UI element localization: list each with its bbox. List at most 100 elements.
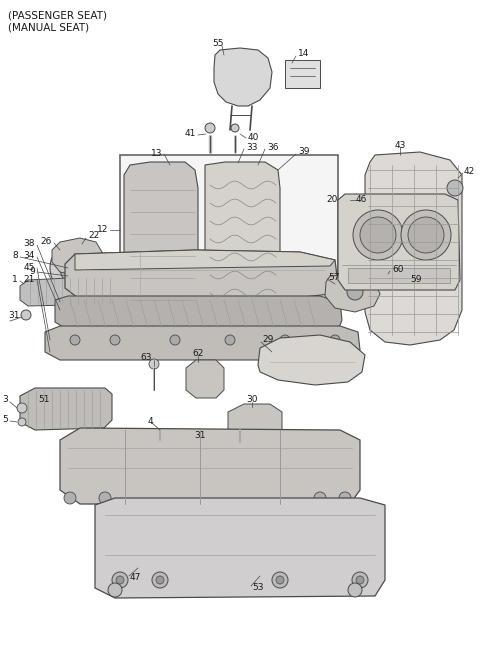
Polygon shape — [45, 326, 360, 360]
Text: 36: 36 — [267, 144, 278, 152]
Text: 31: 31 — [194, 432, 206, 440]
Polygon shape — [124, 162, 198, 345]
Circle shape — [339, 492, 351, 504]
Text: 60: 60 — [392, 266, 404, 274]
Text: 34: 34 — [24, 251, 35, 260]
Circle shape — [356, 576, 364, 584]
Circle shape — [112, 572, 128, 588]
Text: 13: 13 — [151, 148, 162, 157]
Polygon shape — [228, 404, 282, 440]
Text: 33: 33 — [246, 144, 257, 152]
Text: 53: 53 — [252, 583, 264, 592]
Circle shape — [60, 250, 96, 286]
Circle shape — [99, 492, 111, 504]
Text: 47: 47 — [130, 573, 142, 583]
Circle shape — [408, 217, 444, 253]
Polygon shape — [205, 162, 280, 330]
Circle shape — [50, 240, 106, 296]
Circle shape — [18, 418, 26, 426]
Circle shape — [314, 492, 326, 504]
Circle shape — [250, 315, 260, 325]
Circle shape — [110, 335, 120, 345]
Circle shape — [152, 572, 168, 588]
Circle shape — [141, 334, 149, 342]
Text: 62: 62 — [192, 350, 204, 358]
Circle shape — [225, 335, 235, 345]
Circle shape — [280, 335, 290, 345]
Circle shape — [137, 330, 153, 346]
Text: (MANUAL SEAT): (MANUAL SEAT) — [8, 22, 89, 32]
Circle shape — [116, 576, 124, 584]
Circle shape — [70, 335, 80, 345]
Circle shape — [276, 576, 284, 584]
Polygon shape — [20, 276, 118, 306]
Text: 9: 9 — [29, 268, 35, 276]
Circle shape — [447, 180, 463, 196]
Text: 31: 31 — [8, 312, 20, 321]
Text: 63: 63 — [141, 354, 152, 363]
Text: 59: 59 — [410, 276, 421, 285]
Text: 12: 12 — [96, 226, 108, 234]
Text: 20: 20 — [326, 195, 338, 205]
Circle shape — [21, 310, 31, 320]
Polygon shape — [214, 48, 272, 106]
Circle shape — [404, 278, 412, 286]
Circle shape — [70, 260, 86, 276]
Circle shape — [108, 583, 122, 597]
Circle shape — [17, 403, 27, 413]
Text: 21: 21 — [24, 276, 35, 285]
Text: 4: 4 — [147, 417, 153, 426]
Circle shape — [149, 359, 159, 369]
Bar — [285, 60, 320, 88]
Text: 30: 30 — [246, 396, 258, 405]
Text: 46: 46 — [356, 195, 367, 205]
Polygon shape — [95, 498, 385, 598]
Bar — [348, 268, 450, 283]
Text: 14: 14 — [298, 49, 310, 58]
Circle shape — [245, 310, 265, 330]
Circle shape — [352, 572, 368, 588]
Text: 39: 39 — [298, 148, 310, 157]
Polygon shape — [60, 428, 360, 504]
Circle shape — [156, 576, 164, 584]
Circle shape — [330, 335, 340, 345]
Polygon shape — [52, 238, 102, 275]
Text: 40: 40 — [248, 134, 259, 142]
Circle shape — [272, 572, 288, 588]
Text: 29: 29 — [262, 335, 274, 344]
Bar — [192, 440, 220, 460]
Text: 45: 45 — [24, 264, 35, 272]
Text: 43: 43 — [394, 140, 406, 150]
Polygon shape — [325, 274, 380, 312]
Circle shape — [231, 124, 239, 132]
Text: 22: 22 — [88, 232, 99, 241]
Bar — [120, 155, 338, 355]
Circle shape — [347, 284, 363, 300]
Text: 8: 8 — [12, 251, 18, 260]
Text: 38: 38 — [24, 239, 35, 249]
Circle shape — [360, 217, 396, 253]
Circle shape — [64, 492, 76, 504]
Circle shape — [170, 335, 180, 345]
Text: 55: 55 — [213, 39, 224, 49]
Circle shape — [205, 123, 215, 133]
Text: 41: 41 — [185, 129, 196, 138]
Polygon shape — [186, 360, 224, 398]
Text: 5: 5 — [2, 415, 8, 424]
Text: (PASSENGER SEAT): (PASSENGER SEAT) — [8, 10, 107, 20]
Polygon shape — [65, 250, 338, 298]
Text: 1: 1 — [12, 276, 18, 285]
Text: 42: 42 — [464, 167, 475, 176]
Text: 51: 51 — [38, 396, 49, 405]
Polygon shape — [338, 194, 460, 290]
Circle shape — [381, 269, 391, 279]
Polygon shape — [20, 388, 112, 430]
Polygon shape — [75, 250, 335, 270]
Text: 26: 26 — [41, 237, 52, 247]
Polygon shape — [365, 152, 462, 345]
Circle shape — [353, 210, 403, 260]
Text: 57: 57 — [328, 274, 339, 283]
Text: 3: 3 — [2, 396, 8, 405]
Circle shape — [348, 583, 362, 597]
Circle shape — [401, 210, 451, 260]
